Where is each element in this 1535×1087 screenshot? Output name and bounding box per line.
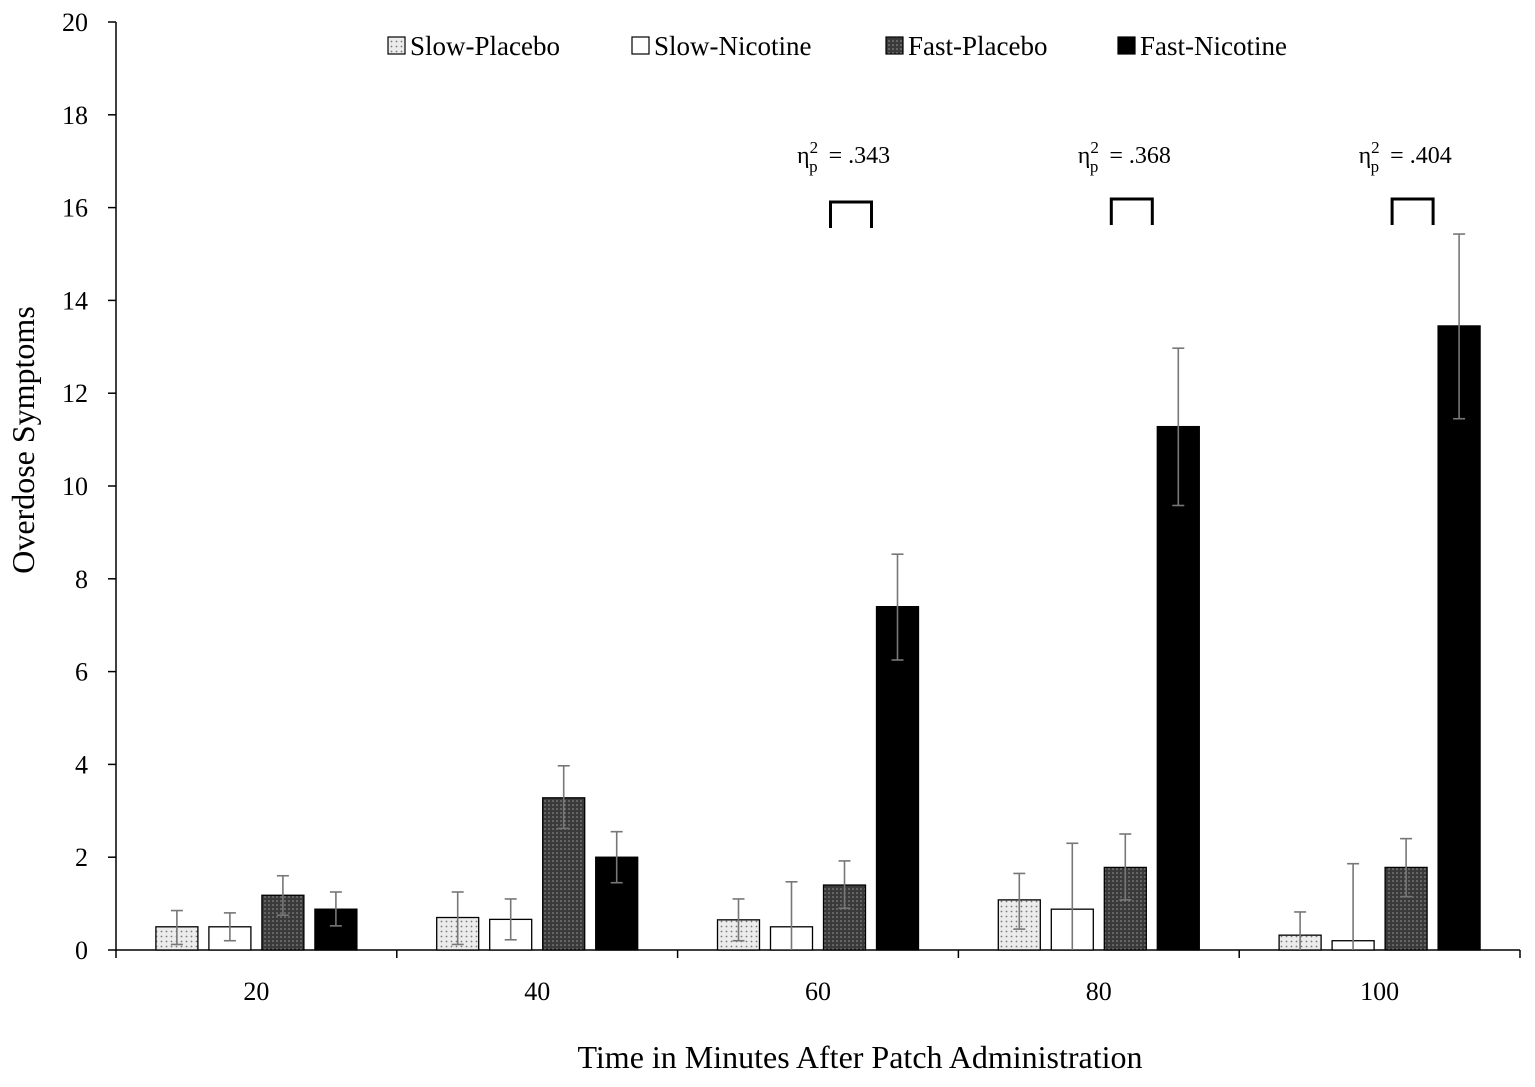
legend-label: Slow-Placebo [410, 31, 560, 61]
bar [1156, 425, 1200, 951]
significance-bracket [829, 200, 873, 228]
y-tick-label: 4 [75, 750, 88, 779]
bar [1437, 325, 1481, 951]
legend-swatch [387, 36, 406, 55]
error-bars [170, 233, 1466, 950]
y-tick-label: 8 [75, 565, 88, 594]
y-tick-label: 0 [75, 936, 88, 965]
y-tick-label: 10 [62, 472, 88, 501]
y-tick-label: 20 [62, 8, 88, 37]
y-tick-label: 12 [62, 379, 88, 408]
y-axis: 0 2 4 6 8 10 12 14 16 18 20 Overdose Symptoms [5, 8, 117, 965]
bars [155, 325, 1481, 951]
legend-swatch [631, 36, 650, 55]
effect-size-label: η2 p = .404 [1359, 138, 1452, 176]
bar [875, 605, 920, 951]
y-tick-label: 6 [75, 658, 88, 687]
legend-swatch [885, 36, 904, 55]
legend: Slow-Placebo Slow-Nicotine Fast-Placebo Fas… [387, 31, 1287, 61]
y-axis-title: Overdose Symptoms [5, 306, 41, 574]
y-tick-label: 2 [75, 843, 88, 872]
legend-label: Slow-Nicotine [654, 31, 811, 61]
legend-label: Fast-Placebo [908, 31, 1047, 61]
x-tick-label: 60 [805, 977, 831, 1006]
legend-swatch [1117, 36, 1136, 55]
y-tick-label: 14 [62, 286, 88, 315]
legend-label: Fast-Nicotine [1140, 31, 1287, 61]
y-tick-label: 16 [62, 194, 88, 223]
x-tick-label: 100 [1360, 977, 1399, 1006]
y-tick-label: 18 [62, 101, 88, 130]
significance-bracket [1390, 197, 1435, 225]
significance-bracket [1109, 197, 1154, 225]
effect-size-annotations: η2 p = .343 η2 p = .368 η2 p = .404 [797, 138, 1452, 228]
x-axis-title: Time in Minutes After Patch Administrati… [577, 1039, 1142, 1075]
x-tick-label: 80 [1086, 977, 1112, 1006]
effect-size-label: η2 p = .368 [1078, 138, 1171, 176]
x-axis: 20 40 60 80 100 Time in Minutes After Patch … [115, 949, 1521, 1075]
x-tick-label: 40 [524, 977, 550, 1006]
x-tick-label: 20 [243, 977, 269, 1006]
effect-size-label: η2 p = .343 [797, 138, 890, 176]
